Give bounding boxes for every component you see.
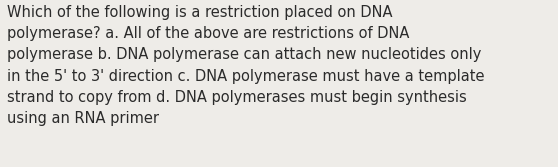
Text: Which of the following is a restriction placed on DNA
polymerase? a. All of the : Which of the following is a restriction …	[7, 5, 485, 126]
